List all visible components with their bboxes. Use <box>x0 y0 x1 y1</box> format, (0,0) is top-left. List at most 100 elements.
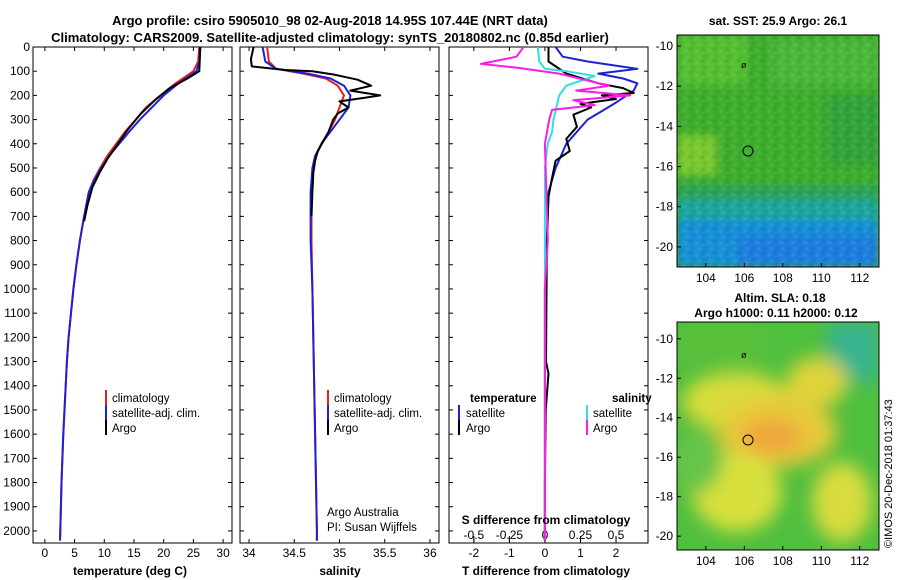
depth-tick-label: 1000 <box>3 282 30 296</box>
depth-tick-label: 800 <box>10 234 30 248</box>
lon-tick-label: 112 <box>850 554 869 568</box>
t-difference-axis-label: T difference from climatology <box>462 564 630 578</box>
series-line-s-satellite <box>536 47 596 541</box>
depth-tick-label: 1600 <box>3 427 30 441</box>
lat-tick-label: -14 <box>656 119 674 133</box>
lat-tick-label: -14 <box>656 411 674 425</box>
x-tick-label: 30 <box>216 546 230 560</box>
lon-tick-label: 112 <box>850 271 869 285</box>
figure-title-line1: Argo profile: csiro 5905010_98 02-Aug-20… <box>112 13 548 28</box>
lon-tick-label: 108 <box>773 554 793 568</box>
lon-tick-label: 104 <box>696 271 716 285</box>
salinity-axes-frame <box>239 46 440 544</box>
series-line-argo <box>83 47 201 222</box>
difference-depth-ticks <box>449 46 648 532</box>
series-line-t-satellite <box>543 47 639 541</box>
series-line-s-argo <box>480 47 632 541</box>
sst-map-title: sat. SST: 25.9 Argo: 26.1 <box>709 14 848 28</box>
sla-map-title-line2: Argo h1000: 0.11 h2000: 0.12 <box>694 306 858 320</box>
salinity-axis-label: salinity <box>319 564 361 578</box>
depth-tick-label: 200 <box>10 88 30 102</box>
sst-speck: ø <box>741 60 747 70</box>
lat-tick-label: -20 <box>656 529 674 543</box>
depth-tick-label: 1900 <box>3 500 30 514</box>
series-line-t-argo <box>543 47 635 541</box>
legend-title-salinity: salinity <box>612 393 652 405</box>
depth-tick-label: 1400 <box>3 379 30 393</box>
salinity-tick-labels: 34 34.5 35 35.5 36 <box>242 47 437 560</box>
salinity-legend: climatology satellite-adj. clim. Argo <box>327 390 422 435</box>
salinity-lines <box>249 47 382 541</box>
legend-label-argo: Argo <box>334 423 358 435</box>
lat-tick-label: -12 <box>656 371 674 385</box>
depth-tick-label: 700 <box>10 209 30 223</box>
x-tick-label: 1 <box>577 546 584 560</box>
sla-float-marker <box>742 434 754 446</box>
x-tick-label: 5 <box>71 546 78 560</box>
depth-tick-label: 500 <box>10 161 30 175</box>
x-tick-label: 25 <box>187 546 201 560</box>
sst-lon-tick-labels: 104 106 108 110 112 <box>696 263 870 285</box>
lon-tick-label: 110 <box>812 554 831 568</box>
sst-image: ø <box>677 35 879 267</box>
depth-tick-label: 1100 <box>4 306 30 320</box>
x-tick-label: 34.5 <box>283 546 307 560</box>
series-line-satellite-adj-clim- <box>59 47 202 541</box>
legend-label-t-sat: satellite <box>466 408 505 420</box>
sla-lon-tick-labels: 104 106 108 110 112 <box>696 546 870 568</box>
legend-label-s-sat: satellite <box>593 408 632 420</box>
x-tick-label: -2 <box>469 546 480 560</box>
s-tick-label: 0.5 <box>608 528 625 542</box>
temperature-tick-labels: 0 5 10 15 20 25 30 <box>42 47 230 560</box>
temperature-axes-frame <box>32 46 233 544</box>
sst-float-marker <box>742 145 754 157</box>
lat-tick-label: -18 <box>656 200 674 214</box>
depth-tick-label: 2000 <box>3 524 30 538</box>
depth-tick-label: 1500 <box>3 403 30 417</box>
x-tick-label: 0 <box>42 546 49 560</box>
salinity-note-line2: PI: Susan Wijffels <box>327 522 417 534</box>
legend-label-clim: climatology <box>112 393 170 405</box>
lon-tick-label: 106 <box>734 271 754 285</box>
depth-tick-label: 300 <box>10 113 30 127</box>
temperature-lines <box>59 47 202 541</box>
lat-tick-label: -10 <box>656 332 674 346</box>
figure-title-line2: Climatology: CARS2009. Satellite-adjuste… <box>51 30 609 45</box>
legend-label-t-argo: Argo <box>466 423 490 435</box>
legend-label-sat: satellite-adj. clim. <box>334 408 422 420</box>
depth-tick-label: 400 <box>10 137 30 151</box>
x-tick-label: 34 <box>242 546 256 560</box>
depth-tick-labels: 0 100 200 300 400 500 600 700 800 900 1000 1100 1200… <box>3 40 232 538</box>
lon-tick-label: 104 <box>696 554 716 568</box>
salinity-depth-ticks <box>240 46 439 532</box>
difference-lines <box>480 47 639 541</box>
depth-tick-label: 0 <box>23 40 30 54</box>
temperature-legend: climatology satellite-adj. clim. Argo <box>105 390 200 435</box>
sst-map: sat. SST: 25.9 Argo: 26.1 ø -10 -12 -14 -16… <box>656 14 880 285</box>
depth-tick-label: 1700 <box>3 451 30 465</box>
difference-panel: -2 -1 0 1 2 -0.5 -0.25 0 0.25 0.5 T difference f… <box>448 46 652 578</box>
x-tick-label: 36 <box>423 546 437 560</box>
x-tick-label: 2 <box>613 546 620 560</box>
s-tick-label: -0.25 <box>496 528 524 542</box>
temperature-panel: 0100200300400500600700800900100011001200… <box>3 40 233 578</box>
lat-tick-label: -12 <box>656 79 674 93</box>
lat-tick-label: -10 <box>656 39 674 53</box>
lat-tick-label: -20 <box>656 240 674 254</box>
x-tick-label: 35.5 <box>373 546 397 560</box>
lat-tick-label: -16 <box>656 160 674 174</box>
legend-label-sat: satellite-adj. clim. <box>112 408 200 420</box>
lat-tick-label: -18 <box>656 490 674 504</box>
depth-tick-label: 900 <box>10 258 30 272</box>
x-tick-label: 10 <box>98 546 112 560</box>
legend-label-argo: Argo <box>112 423 136 435</box>
depth-tick-label: 1200 <box>3 330 30 344</box>
lon-tick-label: 108 <box>773 271 793 285</box>
s-difference-tick-labels: -0.5 -0.25 0 0.25 0.5 <box>464 528 625 542</box>
sla-map-frame <box>676 321 880 551</box>
s-difference-axis-label: S difference from climatology <box>462 513 631 527</box>
sla-speck: ø <box>741 350 747 360</box>
depth-tick-label: 1300 <box>3 355 30 369</box>
depth-tick-label: 600 <box>10 185 30 199</box>
